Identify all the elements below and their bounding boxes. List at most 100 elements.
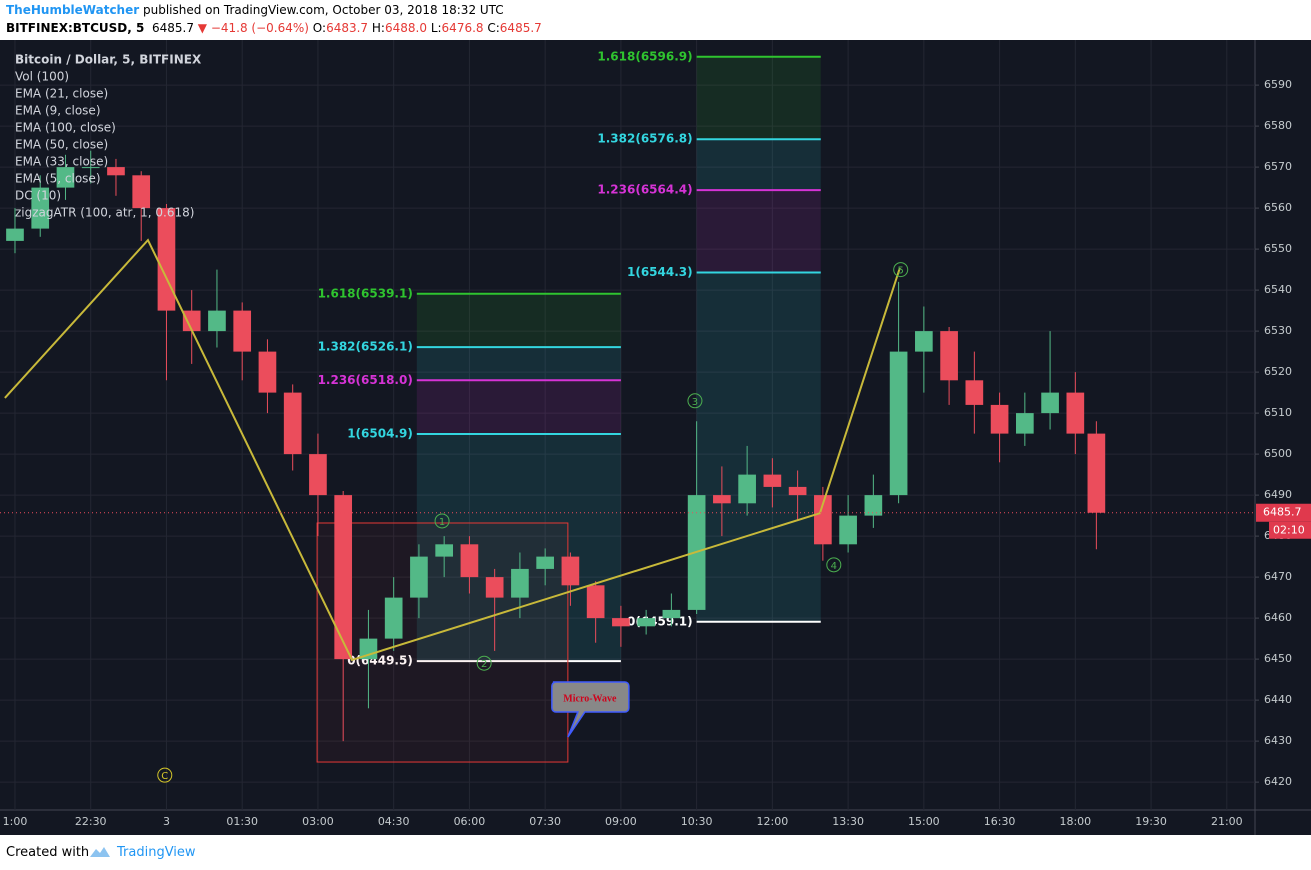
legend-entry: EMA (33, close)	[15, 155, 108, 169]
ohlc-value: 6485.7	[499, 21, 542, 35]
publish-line: TheHumbleWatcher published on TradingVie…	[6, 0, 1311, 18]
y-tick-label: 6500	[1264, 447, 1292, 460]
candle-body	[56, 167, 75, 188]
x-tick-label: 22:30	[75, 815, 107, 828]
x-tick-label: 06:00	[454, 815, 486, 828]
plot-area: 1.618(6539.1) 1.382(6526.1) 1.236(6518.0) 1…	[0, 40, 1255, 810]
candle-body	[662, 609, 681, 619]
price: 6485.7	[151, 21, 194, 35]
x-tick-label: 15:00	[908, 815, 940, 828]
x-tick-label: 12:00	[757, 815, 789, 828]
x-tick-label: 13:30	[832, 815, 864, 828]
candle-body	[965, 380, 984, 405]
symbol-line: BITFINEX:BTCUSD, 5 6485.7 ▼ −41.8 (−0.64…	[6, 18, 1311, 36]
y-tick-label: 6590	[1264, 78, 1292, 91]
ohlc-key: O:	[312, 21, 327, 35]
fib-label: 1.382(6576.8)	[597, 132, 692, 146]
wave-marker	[893, 262, 909, 278]
candle-body	[334, 495, 353, 660]
candle-body	[132, 175, 151, 209]
ohlc: O:6483.7 H:6488.0 L:6476.8 C:6485.7	[313, 21, 542, 35]
ohlc-value: 6483.7	[326, 21, 369, 35]
ohlc-value: 6476.8	[441, 21, 484, 35]
candle-body	[1016, 413, 1034, 434]
candle-body	[536, 556, 554, 569]
chart: 1.618(6539.1) 1.382(6526.1) 1.236(6518.0) 1…	[0, 40, 1311, 835]
candle-body	[1087, 433, 1106, 513]
candle-body	[586, 585, 605, 619]
fib-zone	[416, 380, 621, 435]
wave-label: 1	[439, 517, 445, 528]
candle-body	[1041, 392, 1059, 414]
x-tick-label: 04:30	[378, 815, 410, 828]
legend-entry: DC (10)	[15, 189, 61, 203]
candle-body	[208, 310, 226, 332]
wave-label: 5	[898, 266, 904, 277]
candle-body	[6, 228, 24, 241]
candle-body	[485, 577, 504, 598]
legend-entry: EMA (9, close)	[15, 104, 101, 118]
wave-marker	[476, 655, 492, 671]
fib-zone	[696, 272, 821, 622]
candle-body	[182, 310, 201, 332]
wave-marker	[687, 393, 703, 409]
candle-body	[738, 474, 756, 504]
candle-body	[157, 208, 176, 311]
countdown-label: 02:10	[1273, 524, 1305, 537]
ohlc-key: H:	[371, 21, 385, 35]
candle-body	[763, 474, 782, 487]
candle-body	[81, 167, 100, 169]
y-tick-label: 6510	[1264, 406, 1292, 419]
x-tick-label: 18:00	[1059, 815, 1091, 828]
fib-label: 1.618(6539.1)	[318, 286, 413, 300]
callout-bubble	[551, 681, 630, 738]
candle-body	[814, 495, 832, 545]
candle-body	[283, 392, 302, 455]
candle-body	[1066, 392, 1085, 434]
x-tick-label: 01:30	[226, 815, 258, 828]
wave-label: 2	[481, 659, 487, 670]
y-tick-label: 6570	[1264, 160, 1292, 173]
fib-zone	[696, 56, 821, 140]
ohlc-value: 6488.0	[384, 21, 427, 35]
x-tick-label: 03:00	[302, 815, 334, 828]
candle-body	[384, 597, 403, 639]
candle-body	[990, 404, 1009, 434]
candle-body	[788, 486, 807, 496]
legend-entry: Vol (100)	[15, 70, 69, 84]
fib-label: 1(6504.9)	[347, 427, 413, 441]
wave-label: 4	[831, 561, 837, 572]
price-tag	[1256, 503, 1311, 522]
x-tick-label: 3	[163, 815, 170, 828]
candle-body	[410, 556, 428, 598]
fib-zone	[696, 190, 821, 273]
candle-body	[889, 351, 908, 496]
candle-body	[31, 187, 50, 229]
axes: 6420643064406450646064706480649065006510…	[3, 78, 1311, 828]
fib-zone	[416, 347, 621, 381]
author[interactable]: TheHumbleWatcher	[6, 3, 140, 17]
wave-box	[316, 522, 569, 763]
fib-zone	[416, 293, 621, 348]
wave-marker	[826, 557, 842, 573]
zigzag	[4, 238, 901, 662]
y-tick-label: 6580	[1264, 119, 1292, 132]
fib-label: 0(6459.1)	[627, 614, 693, 628]
x-tick-label: 10:30	[681, 815, 713, 828]
legend-entry: Bitcoin / Dollar, 5, BITFINEX	[15, 53, 202, 67]
y-tick-label: 6440	[1264, 693, 1292, 706]
candle-body	[713, 495, 731, 504]
fib-label: 1.382(6526.1)	[318, 340, 413, 354]
candle-body	[511, 568, 529, 598]
y-tick-label: 6520	[1264, 365, 1292, 378]
callout-text: Micro-Wave	[563, 693, 617, 704]
fib-label: 1.618(6596.9)	[597, 49, 692, 63]
brand[interactable]: TradingView	[117, 845, 196, 860]
price-tag-label: 6485.7	[1263, 506, 1302, 519]
candle-body	[561, 556, 580, 586]
legend-entry: EMA (21, close)	[15, 87, 108, 101]
y-tick-label: 6490	[1264, 488, 1292, 501]
y-tick-label: 6420	[1264, 775, 1292, 788]
candle-body	[864, 495, 883, 516]
